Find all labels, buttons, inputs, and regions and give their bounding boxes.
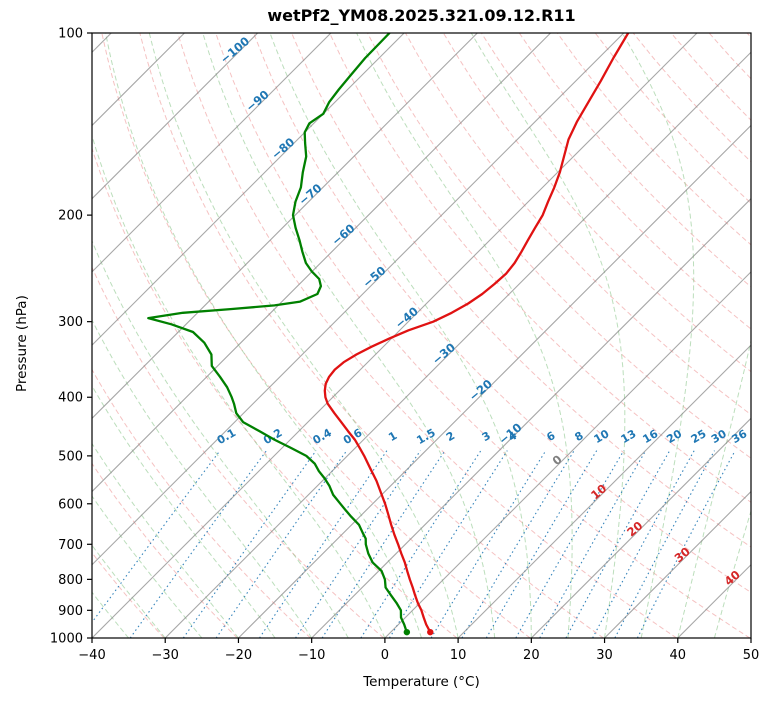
- mixing-ratio-lines: [92, 450, 736, 638]
- moist-adiabats: [92, 33, 751, 638]
- svg-text:6: 6: [544, 429, 557, 444]
- svg-text:30: 30: [672, 544, 693, 565]
- y-tick-label: 700: [58, 538, 83, 553]
- y-axis-label: Pressure (hPa): [14, 295, 30, 392]
- svg-text:−30: −30: [429, 340, 458, 367]
- x-tick-label: 50: [743, 648, 760, 663]
- svg-text:0.4: 0.4: [311, 426, 335, 447]
- x-tick-label: −20: [225, 648, 252, 663]
- x-tick-label: −30: [152, 648, 179, 663]
- x-axis-ticks: −40 −30 −20 −10 0 10 20 30 40 50: [78, 638, 759, 663]
- svg-text:1: 1: [386, 429, 399, 444]
- x-tick-label: 20: [523, 648, 540, 663]
- svg-text:20: 20: [624, 518, 645, 539]
- plot-area: 0.1 0.2 0.4 0.6 1 1.5 2 3 4 6 8 10 13 16 20 25 30 36−100−…: [92, 33, 751, 638]
- x-tick-label: 40: [670, 648, 687, 663]
- svg-text:1.5: 1.5: [414, 426, 437, 447]
- y-tick-label: 100: [58, 27, 83, 42]
- svg-text:2: 2: [444, 429, 457, 444]
- axes-frame: [91, 32, 752, 639]
- svg-text:−60: −60: [329, 221, 358, 248]
- svg-text:−10: −10: [496, 420, 525, 447]
- x-tick-label: −40: [78, 648, 105, 663]
- x-tick-label: −10: [298, 648, 325, 663]
- svg-text:13: 13: [619, 427, 639, 446]
- svg-text:8: 8: [573, 429, 586, 444]
- y-tick-label: 1000: [50, 632, 83, 647]
- svg-text:3: 3: [480, 429, 493, 444]
- dry-adiabats: [92, 33, 751, 638]
- y-tick-label: 400: [58, 391, 83, 406]
- y-tick-label: 600: [58, 497, 83, 512]
- svg-text:0.1: 0.1: [215, 426, 238, 447]
- svg-text:10: 10: [592, 427, 612, 446]
- svg-text:36: 36: [729, 427, 749, 446]
- x-tick-label: 10: [450, 648, 467, 663]
- svg-text:16: 16: [640, 427, 660, 446]
- mixing-ratio-labels: 0.1 0.2 0.4 0.6 1 1.5 2 3 4 6 8 10 13 16 20 25 30 36: [215, 426, 750, 447]
- y-tick-label: 300: [58, 315, 83, 330]
- chart-title: wetPf2_YM08.2025.321.09.12.R11: [267, 6, 576, 25]
- x-axis-label: Temperature (°C): [363, 674, 480, 690]
- svg-text:−100: −100: [217, 34, 252, 66]
- dewpoint-curve: [147, 33, 408, 634]
- svg-text:10: 10: [588, 481, 609, 502]
- svg-text:−80: −80: [269, 135, 298, 162]
- svg-text:−90: −90: [243, 87, 272, 114]
- dewpoint-surface-marker: [403, 628, 411, 636]
- y-tick-label: 800: [58, 573, 83, 588]
- svg-text:20: 20: [664, 427, 684, 446]
- y-tick-label: 200: [58, 209, 83, 224]
- svg-text:−50: −50: [360, 263, 389, 290]
- temperature-surface-marker: [427, 628, 434, 636]
- x-tick-label: 0: [381, 648, 389, 663]
- svg-text:−20: −20: [466, 377, 495, 404]
- x-tick-label: 30: [596, 648, 613, 663]
- svg-text:25: 25: [689, 427, 709, 446]
- y-tick-label: 900: [58, 604, 83, 619]
- y-axis-ticks: 100 200 300 400 500 600 700 800 900 1000: [50, 27, 92, 647]
- y-tick-label: 500: [58, 449, 83, 464]
- temperature-curve: [323, 33, 630, 634]
